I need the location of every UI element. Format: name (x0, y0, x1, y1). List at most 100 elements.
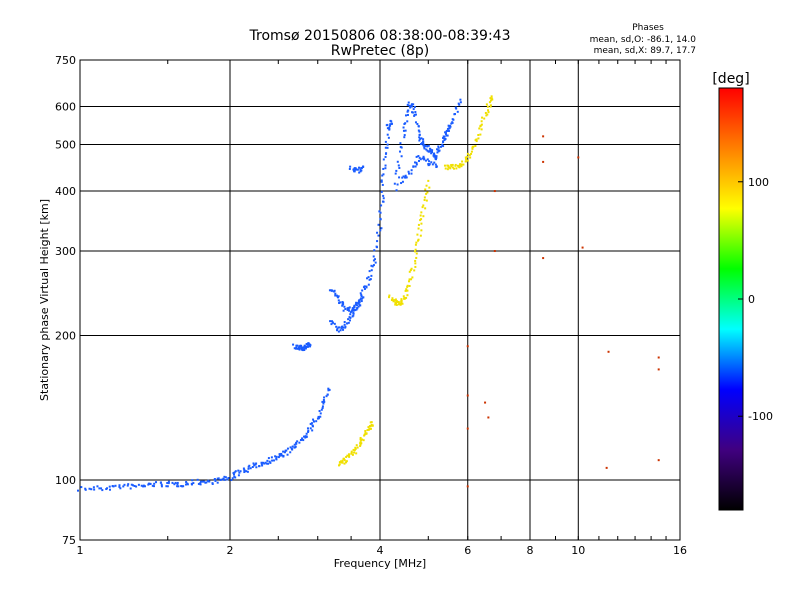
data-point (354, 309, 357, 312)
data-point (372, 259, 375, 262)
data-point (149, 482, 152, 485)
data-point (271, 459, 274, 462)
data-point (320, 408, 323, 411)
data-point (410, 169, 413, 172)
data-point (403, 134, 406, 137)
data-point (404, 174, 407, 177)
data-point (384, 164, 387, 167)
data-point (351, 307, 354, 310)
data-point (423, 199, 426, 202)
data-point (224, 476, 227, 479)
data-point (239, 470, 242, 473)
y-tick-label: 300 (55, 245, 76, 258)
data-point (411, 111, 414, 114)
data-point (345, 461, 348, 464)
data-point (190, 483, 193, 486)
data-point (444, 167, 447, 170)
x-tick-label: 6 (464, 544, 471, 557)
data-point (268, 460, 271, 463)
data-point (424, 159, 427, 162)
data-point (605, 466, 608, 469)
data-point (428, 150, 431, 153)
data-point (420, 229, 423, 232)
data-point (129, 487, 132, 490)
data-point (302, 439, 305, 442)
data-point (298, 441, 301, 444)
data-point (376, 240, 379, 243)
data-point (348, 306, 351, 309)
data-point (432, 153, 435, 156)
data-point (465, 158, 468, 161)
data-point (301, 349, 304, 352)
data-point (368, 270, 371, 273)
data-point (278, 453, 281, 456)
data-point (413, 269, 416, 272)
data-point (408, 172, 411, 175)
data-point (177, 485, 180, 488)
data-point (368, 428, 371, 431)
data-point (292, 343, 295, 346)
data-point (307, 342, 310, 345)
data-point (395, 169, 398, 172)
data-point (302, 346, 305, 349)
data-point (435, 165, 438, 168)
data-point (390, 122, 393, 125)
data-point (309, 427, 312, 430)
data-point (349, 165, 352, 168)
data-point (420, 211, 423, 214)
data-point (373, 258, 376, 261)
data-point (344, 326, 347, 329)
data-point (375, 245, 378, 248)
data-point (243, 471, 246, 474)
data-point (413, 114, 416, 117)
data-point (370, 274, 373, 277)
data-point (414, 113, 417, 116)
data-point (311, 424, 314, 427)
data-point (265, 462, 268, 465)
data-point (294, 445, 297, 448)
data-point (346, 454, 349, 457)
data-point (347, 308, 350, 311)
data-point (353, 304, 356, 307)
data-point (309, 422, 312, 425)
data-point (421, 157, 424, 160)
data-point (202, 480, 205, 483)
data-point (312, 418, 315, 421)
data-point (446, 134, 449, 137)
data-point (581, 246, 584, 249)
colorbar-tick-label: 0 (748, 293, 755, 306)
data-point (133, 484, 136, 487)
data-point (483, 117, 486, 120)
data-point (196, 478, 199, 481)
data-point (471, 145, 474, 148)
data-point (260, 461, 263, 464)
data-point (392, 300, 395, 303)
data-point (484, 111, 487, 114)
data-point (267, 462, 270, 465)
data-point (143, 485, 146, 488)
grid-lines (80, 60, 680, 540)
data-point (309, 344, 312, 347)
data-point (451, 163, 454, 166)
data-point (450, 122, 453, 125)
data-point (394, 172, 397, 175)
data-point (348, 309, 351, 312)
data-point (361, 438, 364, 441)
data-point (234, 476, 237, 479)
data-point (296, 344, 299, 347)
data-point (400, 155, 403, 158)
data-point (137, 483, 140, 486)
data-point (466, 152, 469, 155)
data-point (457, 102, 460, 105)
data-point (338, 302, 341, 305)
data-point (90, 488, 93, 491)
data-point (295, 344, 298, 347)
data-point (301, 437, 304, 440)
data-point (321, 405, 324, 408)
data-point (451, 121, 454, 124)
data-point (422, 144, 425, 147)
data-point (339, 329, 342, 332)
data-point (341, 459, 344, 462)
data-point (399, 146, 402, 149)
data-point (365, 432, 368, 435)
